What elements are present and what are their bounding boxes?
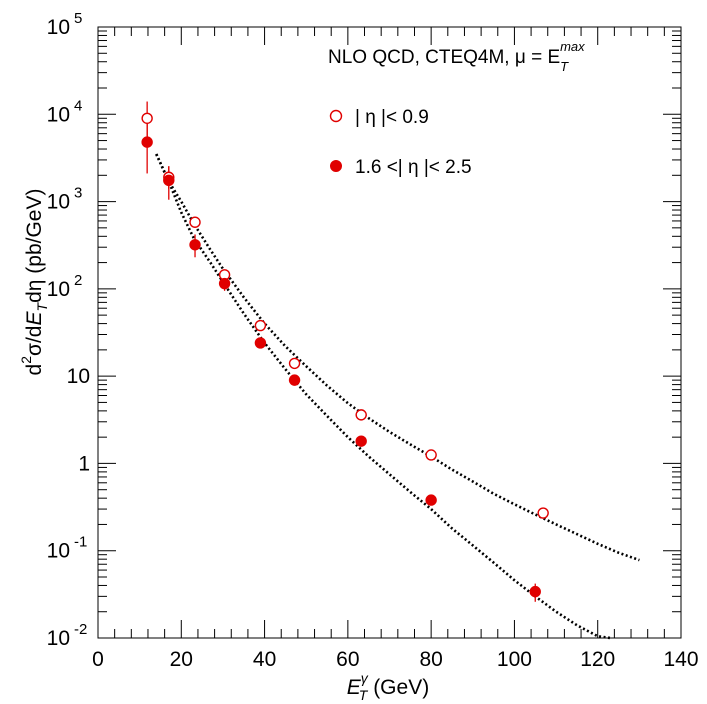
data-point-s1-1 [163,174,175,187]
y-axis-title: d2σ/dETdη (pb/GeV) [18,189,50,376]
y-tick-label: 1 [78,452,90,475]
data-point-s1-7 [425,494,437,506]
x-tick-labels: 0 20 40 60 80 100 120 140 [92,648,698,671]
y-tick-base: 10 [47,191,70,214]
y-tick-base: 10 [47,627,70,650]
y-tick-label: 10 5 [47,10,83,39]
y-tick-label: 10 3 [47,185,83,214]
data-point-s1-3 [218,277,231,290]
legend-label-central: | η |< 0.9 [355,107,429,128]
legend-header: NLO QCD, CTEQ4M, μ = ETmax [328,39,585,74]
y-tick-label: 10 2 [47,272,83,301]
y-tick-base: 1 [78,452,90,475]
data-point-s0-7 [425,449,437,461]
data-point-s0-8 [537,507,549,519]
data-point-s1-6 [355,435,367,447]
y-tick-label: 10 [67,365,90,388]
data-point-s0-6 [355,409,367,421]
y-tick-label: 10 -1 [47,534,88,563]
y-tick-exponent: -1 [74,534,87,551]
y-tick-base: 10 [47,540,70,563]
x-tick-label: 100 [497,648,532,671]
error-bars [146,101,544,602]
data-point-s0-4 [254,319,267,332]
x-tick-label: 60 [336,648,359,671]
x-tick-label: 120 [580,648,615,671]
data-markers [141,112,549,598]
y-tick-exponent: 5 [74,10,82,27]
y-tick-base: 10 [47,16,70,39]
data-point-s0-0 [141,112,153,124]
y-tick-exponent: -2 [74,621,87,638]
legend-open-circle-marker [329,109,343,123]
y-tick-label: 10 4 [47,97,83,126]
y-tick-exponent: 2 [74,272,82,289]
data-point-s0-2 [189,216,201,228]
plot-frame [97,26,682,639]
x-axis-title: Eγ T (GeV) [347,670,429,703]
legend-filled-circle-marker [330,160,342,172]
data-point-s1-4 [254,337,267,349]
y-tick-base: 10 [47,103,70,126]
y-tick-label: 10 -2 [47,621,88,650]
x-tick-label: 0 [92,648,104,671]
theory-curve-0 [155,153,640,562]
y-tick-exponent: 4 [74,97,82,114]
y-tick-exponent: 3 [74,185,82,202]
y-tick-base: 10 [67,365,90,388]
x-tick-label: 140 [663,648,698,671]
theory-curves [155,153,640,640]
data-point-s0-5 [288,357,301,370]
x-tick-label: 80 [419,648,442,671]
legend-label-forward: 1.6 <| η |< 2.5 [355,157,472,178]
x-tick-label: 20 [170,648,193,671]
axis-ticks [97,26,682,639]
theory-curve-1 [155,153,611,640]
data-point-s1-5 [288,374,301,386]
data-point-s1-8 [529,585,541,598]
data-point-s1-0 [141,136,153,148]
y-tick-base: 10 [47,278,70,301]
legend: NLO QCD, CTEQ4M, μ = ETmax | η |< 0.9 1.… [328,39,585,178]
x-tick-label: 40 [253,648,276,671]
data-point-s1-2 [189,239,201,251]
